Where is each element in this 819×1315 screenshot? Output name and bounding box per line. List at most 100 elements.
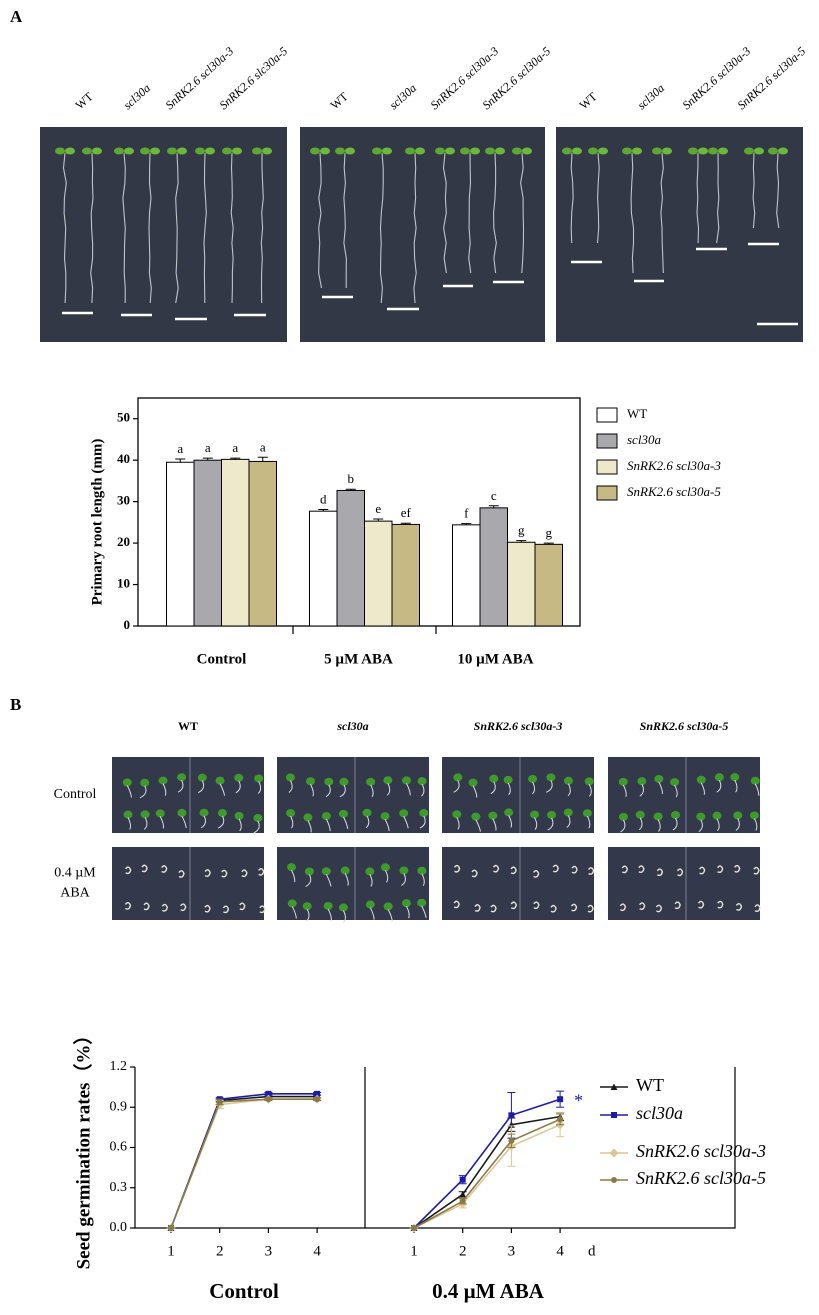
seed <box>533 869 540 878</box>
seed <box>474 904 481 912</box>
seedling-root <box>90 152 94 304</box>
seedling-root <box>238 818 242 832</box>
photo-plate <box>442 847 594 920</box>
seedling-root <box>291 906 297 919</box>
seed <box>533 901 540 910</box>
seedling-root <box>507 782 511 796</box>
photo-label: scl30a <box>386 81 419 112</box>
seedling <box>380 812 390 821</box>
seedling-root <box>421 783 425 797</box>
seedling-leaf <box>512 147 522 155</box>
error-bar <box>400 522 411 525</box>
marker <box>609 1148 619 1158</box>
seedling-root <box>325 784 331 798</box>
photo-plate <box>556 127 803 342</box>
seedling-leaf <box>222 147 232 155</box>
seed <box>638 865 645 873</box>
seed <box>753 866 760 875</box>
seedling-leaf <box>205 147 215 155</box>
legend-label: scl30a <box>627 432 661 447</box>
seed <box>571 865 578 874</box>
seedling-root <box>700 782 705 795</box>
legend-label: SnRK2.6 scl30a-5 <box>627 484 721 499</box>
photo-plate <box>608 757 760 833</box>
seedling-root <box>698 819 703 833</box>
significance-letter: a <box>177 441 183 456</box>
seedling-root <box>290 815 294 829</box>
significance-letter: e <box>375 501 381 516</box>
seedling-leaf <box>92 147 102 155</box>
significance-letter: c <box>491 488 497 503</box>
seedling-leaf <box>82 147 92 155</box>
seedling <box>215 776 225 785</box>
bar <box>479 507 508 627</box>
seed <box>490 904 497 913</box>
seed <box>754 904 761 912</box>
seedling-leaf <box>460 147 470 155</box>
seedling-root <box>288 780 293 793</box>
seedling <box>158 776 168 785</box>
column-label: SnRK2.6 scl30a-3 <box>474 719 563 733</box>
seedling-root <box>257 781 262 794</box>
seedling <box>584 777 594 786</box>
seedling-root <box>752 152 756 229</box>
photo-plate <box>112 757 264 833</box>
x-tick-label: Control <box>197 651 247 667</box>
seedling-leaf <box>415 147 425 155</box>
y-tick-label: 0.9 <box>110 1099 128 1114</box>
error-bar <box>230 457 241 460</box>
seed <box>697 900 705 909</box>
seedling <box>199 808 209 817</box>
seedling-leaf <box>150 147 160 155</box>
seedling-root <box>567 783 571 797</box>
seedling-root <box>148 152 152 304</box>
seedling-leaf <box>688 147 698 155</box>
marker <box>557 1116 564 1123</box>
legend-label: SnRK2.6 scl30a-3 <box>636 1141 766 1161</box>
seed <box>735 903 743 911</box>
seedling-root <box>716 780 722 793</box>
seedling-root <box>327 908 332 922</box>
seed <box>570 903 578 912</box>
seedling <box>321 812 331 821</box>
error-bar <box>257 456 268 462</box>
seedling <box>563 776 573 785</box>
seedling-root <box>421 873 425 886</box>
seedling <box>286 809 296 818</box>
seed <box>639 902 646 911</box>
error-bar <box>373 518 384 522</box>
seedling-leaf <box>598 147 608 155</box>
seedling-root <box>620 819 626 833</box>
seedling <box>339 777 349 786</box>
seedling-root <box>492 818 497 831</box>
seedling-root <box>197 780 205 794</box>
y-tick-label: 10 <box>117 576 130 591</box>
y-tick-label: 0 <box>124 617 131 632</box>
seedling <box>654 774 664 783</box>
marker <box>508 1112 515 1119</box>
seedling-root <box>658 781 663 794</box>
seedling-root <box>325 818 331 832</box>
seedling-root <box>401 873 406 886</box>
seedling-root <box>546 780 553 793</box>
y-axis-label: Seed germination rates（%） <box>71 1026 94 1270</box>
seedling-leaf <box>335 147 345 155</box>
seedling <box>380 863 390 872</box>
x-tick-label: 3 <box>265 1243 273 1259</box>
error-bar <box>543 542 554 545</box>
seed <box>143 902 150 911</box>
seedling <box>417 777 427 786</box>
seedling <box>140 778 150 787</box>
error-bar <box>488 505 499 508</box>
error-bar <box>516 540 527 543</box>
bar <box>309 510 338 627</box>
legend-swatch <box>596 459 618 475</box>
seed <box>471 869 478 878</box>
x-tick-label: 2 <box>216 1243 224 1259</box>
seedling-root <box>62 152 67 304</box>
series-line <box>413 1098 561 1229</box>
seedling <box>234 773 244 782</box>
seedling-root <box>622 784 627 798</box>
photo-plate <box>442 757 594 833</box>
legend-label: SnRK2.6 scl30a-5 <box>636 1168 766 1188</box>
